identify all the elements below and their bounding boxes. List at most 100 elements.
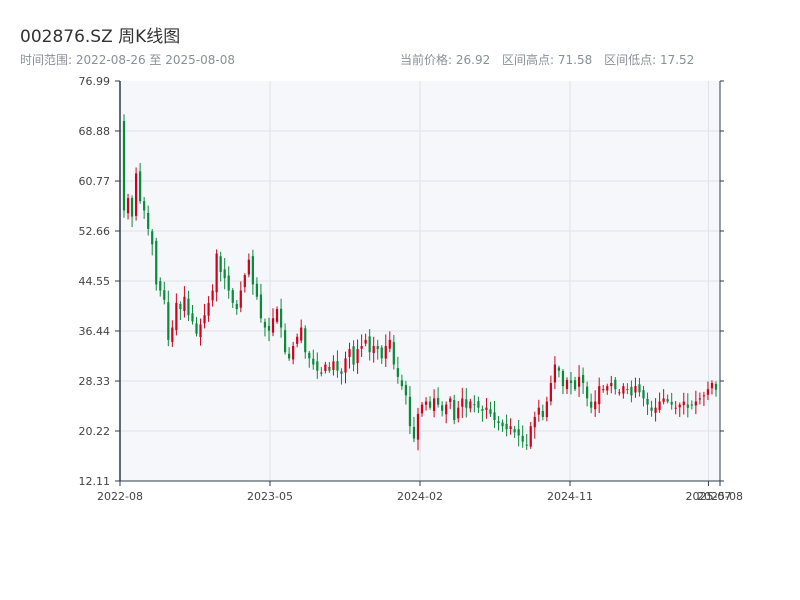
candle-body — [626, 389, 629, 391]
candle-body — [650, 407, 653, 411]
candle-body — [392, 342, 395, 365]
candle-body — [215, 253, 218, 293]
candle-body — [465, 399, 468, 408]
x-tick-label: 2022-08 — [97, 490, 143, 503]
candle-body — [533, 416, 536, 428]
candle-body — [489, 409, 492, 414]
candle-body — [505, 423, 508, 430]
candle-body — [525, 444, 528, 446]
candle-body — [320, 372, 323, 374]
candle-body — [147, 212, 150, 229]
candle-body — [481, 409, 484, 411]
candle-body — [159, 281, 162, 291]
candle-body — [312, 358, 315, 365]
candle-body — [308, 352, 311, 359]
candle-body — [396, 368, 399, 377]
current-price-label: 当前价格: 26.92 — [400, 53, 491, 67]
candle-body — [139, 171, 142, 202]
candle-body — [304, 328, 307, 353]
candle-body — [594, 401, 597, 410]
candle-body — [316, 361, 319, 371]
y-tick-label: 36.44 — [79, 325, 111, 338]
candle-body — [545, 401, 548, 418]
candle-body — [255, 283, 259, 297]
candle-body — [501, 422, 504, 427]
candle-body — [573, 380, 577, 390]
candle-body — [432, 398, 436, 411]
candle-body — [557, 367, 561, 371]
candle-body — [380, 347, 383, 359]
candle-body — [497, 421, 500, 424]
candle-body — [646, 398, 649, 405]
candle-body — [666, 399, 669, 402]
candle-body — [686, 404, 689, 408]
chart-title: 002876.SZ 周K线图 — [20, 27, 181, 47]
candle-body — [485, 407, 488, 410]
candle-body — [662, 398, 665, 402]
candle-body — [199, 324, 202, 338]
candle-body — [219, 256, 222, 273]
candle-body — [211, 290, 214, 301]
x-tick-label: 2023-05 — [247, 490, 293, 503]
candle-body — [428, 401, 432, 408]
candle-body — [340, 371, 343, 374]
candle-body — [231, 290, 234, 303]
candle-body — [263, 321, 267, 328]
candle-body — [586, 386, 589, 399]
candle-body — [328, 366, 331, 371]
candle-body — [416, 413, 420, 440]
candle-body — [163, 290, 166, 300]
candle-body — [642, 390, 645, 399]
candle-body — [445, 404, 448, 415]
candle-body — [296, 336, 299, 344]
candle-body — [300, 327, 303, 341]
candle-body — [283, 330, 287, 353]
candle-body — [384, 346, 387, 359]
candle-body — [175, 302, 178, 331]
candle-body — [634, 386, 637, 393]
candle-body — [598, 386, 601, 405]
x-axis-ticks: 2022-08 2023-05 2024-02 2024-11 2025-072025-… — [97, 481, 743, 503]
candle-body — [352, 346, 355, 365]
candle-body — [187, 298, 190, 316]
x-tick-label: 2024-11 — [547, 490, 593, 503]
candle-body — [420, 404, 424, 414]
candle-body — [336, 361, 339, 371]
y-tick-label: 44.55 — [79, 275, 111, 288]
candle-body — [618, 392, 621, 394]
range-high-label: 区间高点: 71.58 — [502, 53, 593, 67]
x-tick-label: 2025-07 — [685, 490, 731, 503]
candle-body — [151, 231, 154, 245]
candle-body — [654, 407, 657, 413]
candle-body — [203, 315, 206, 324]
candle-body — [477, 401, 480, 408]
candle-body — [590, 401, 593, 408]
candle-body — [606, 386, 609, 391]
candle-body — [473, 404, 476, 406]
candle-body — [267, 326, 271, 331]
y-tick-label: 60.77 — [79, 175, 111, 188]
candle-body — [134, 173, 138, 216]
candle-body — [292, 346, 295, 360]
candle-body — [207, 302, 210, 316]
candle-body — [614, 379, 617, 390]
candle-body — [553, 364, 557, 383]
candle-body — [493, 412, 496, 421]
candle-body — [449, 398, 452, 403]
candle-body — [658, 401, 661, 410]
candle-body — [565, 379, 569, 390]
candle-body — [364, 339, 367, 344]
candle-body — [690, 404, 693, 406]
candle-body — [702, 395, 706, 397]
candle-body — [453, 400, 456, 421]
candle-body — [271, 318, 275, 333]
candle-body — [509, 426, 512, 430]
candle-body — [251, 256, 254, 285]
candle-body — [678, 404, 681, 408]
candle-body — [372, 346, 375, 354]
stats-bar: 当前价格: 26.92 区间高点: 71.58 区间低点: 17.52 — [400, 51, 702, 68]
candle-body — [569, 380, 573, 384]
candle-body — [243, 275, 246, 288]
candle-body — [155, 240, 158, 285]
candle-body — [710, 383, 714, 389]
